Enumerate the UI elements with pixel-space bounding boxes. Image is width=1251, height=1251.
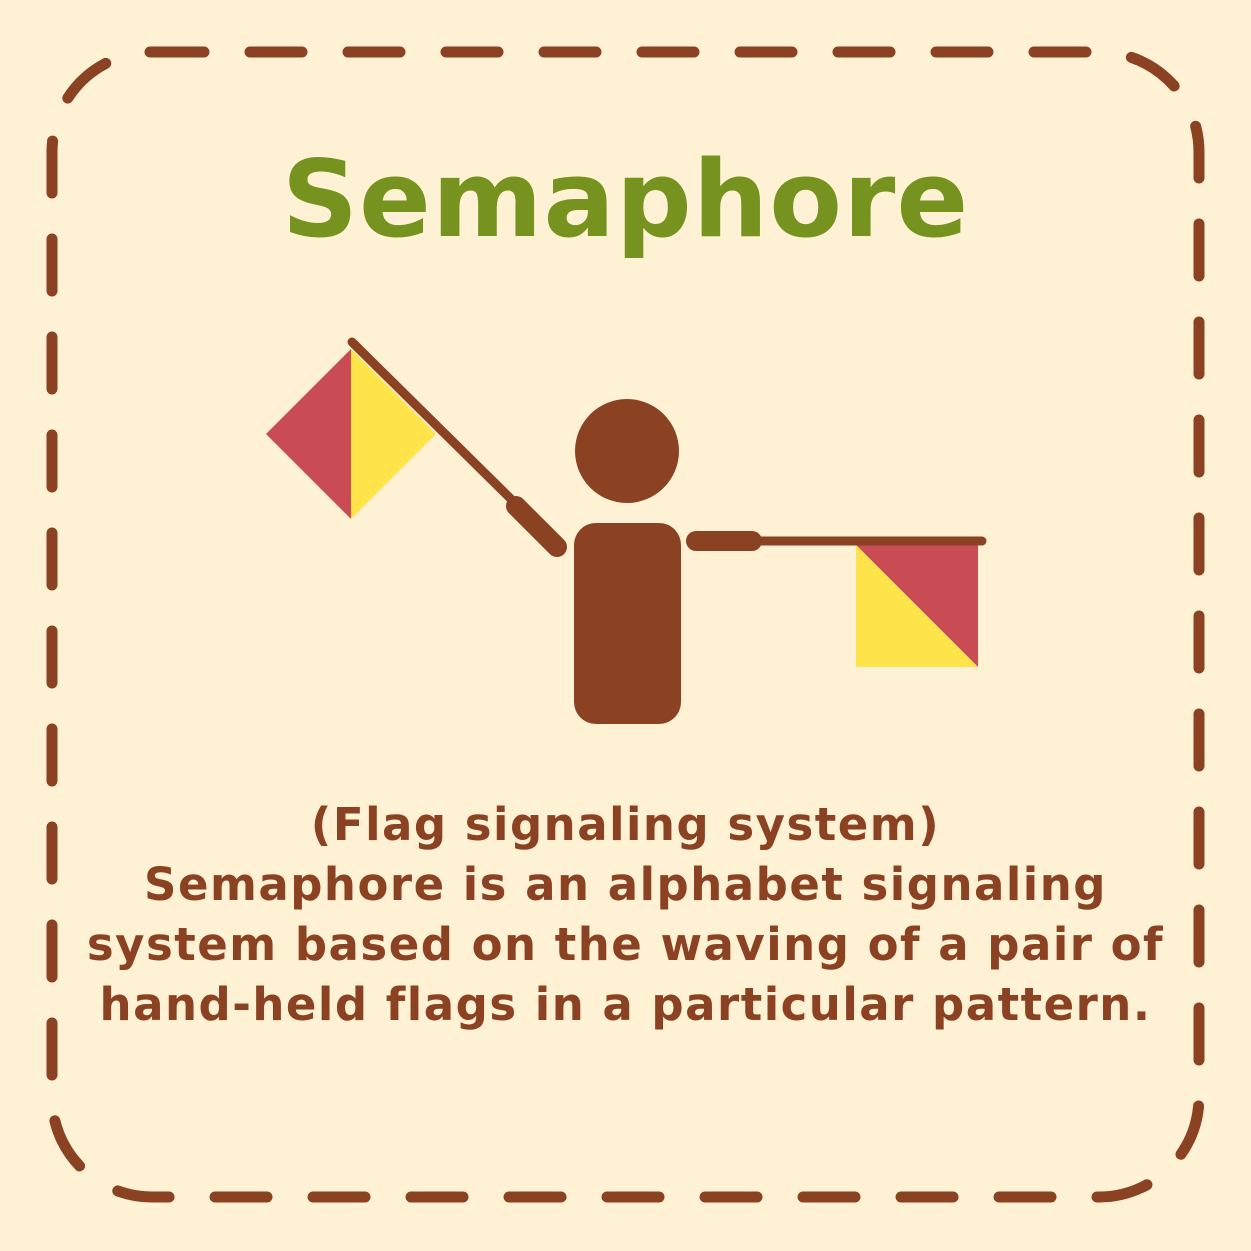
person-icon [574, 399, 681, 724]
page-title: Semaphore [281, 138, 970, 261]
description: (Flag signaling system) Semaphore is an … [60, 795, 1191, 1035]
description-line: hand-held flags in a particular pattern. [99, 978, 1152, 1031]
left-flag-icon [266, 337, 523, 519]
left-arm [506, 496, 567, 557]
right-flag-icon [747, 536, 987, 667]
description-line: Semaphore is an alphabet signaling [144, 858, 1107, 911]
description-subtitle: (Flag signaling system) [310, 798, 941, 851]
description-line: system based on the waving of a pair of [86, 918, 1165, 971]
